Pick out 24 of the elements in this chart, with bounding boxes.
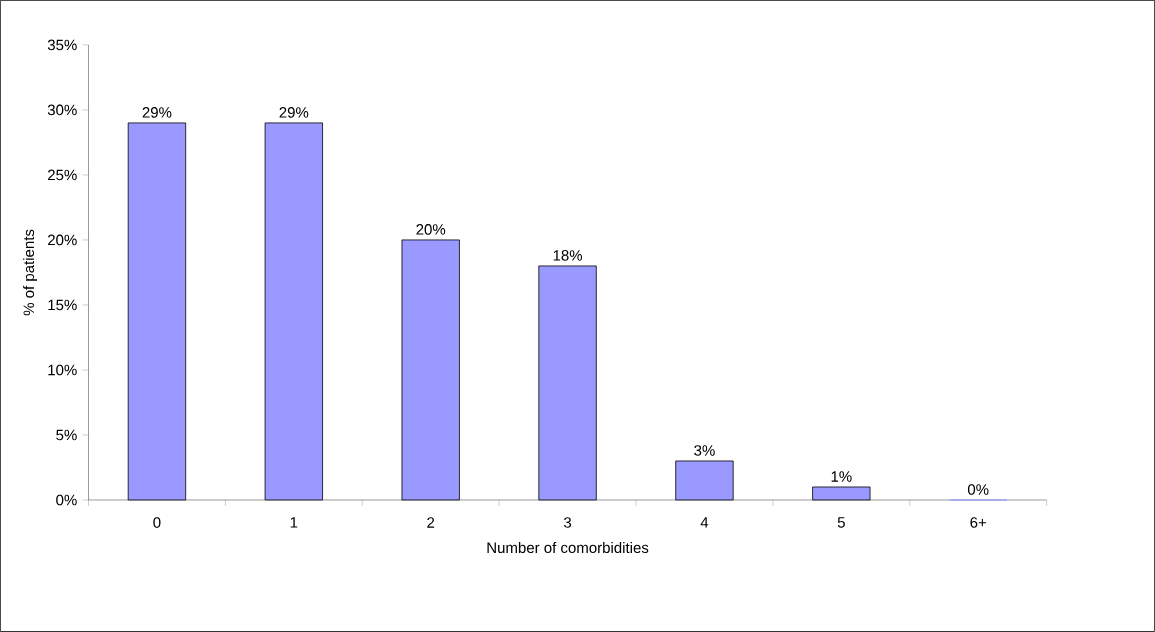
- x-tick-label: 5: [837, 517, 845, 528]
- y-tick-label: 5%: [56, 429, 77, 441]
- x-tick-label: 0: [153, 517, 161, 528]
- x-tick-label: 3: [563, 517, 572, 528]
- y-tick-label: 25%: [48, 169, 77, 181]
- data-label: 1%: [831, 471, 852, 482]
- data-label: 18%: [553, 250, 583, 261]
- y-axis-title: % of patients: [23, 229, 38, 316]
- data-label: 29%: [279, 107, 309, 118]
- data-label: 29%: [142, 107, 172, 118]
- x-tick-label: 6+: [970, 517, 987, 528]
- data-label: 3%: [694, 445, 715, 456]
- y-tick-label: 35%: [47, 39, 77, 51]
- x-tick-label: 2: [427, 517, 435, 528]
- y-tick-label: 10%: [48, 364, 77, 376]
- y-tick-label: 20%: [48, 234, 77, 246]
- y-tick-label: 0%: [56, 494, 77, 506]
- x-tick-label: 1: [290, 517, 298, 528]
- y-tick-label: 15%: [48, 299, 77, 311]
- y-tick-label: 30%: [47, 104, 77, 116]
- x-axis-title: Number of comorbidities: [487, 542, 649, 554]
- x-tick-label: 4: [700, 517, 709, 528]
- data-label: 20%: [416, 224, 446, 235]
- data-label: 0%: [967, 484, 989, 495]
